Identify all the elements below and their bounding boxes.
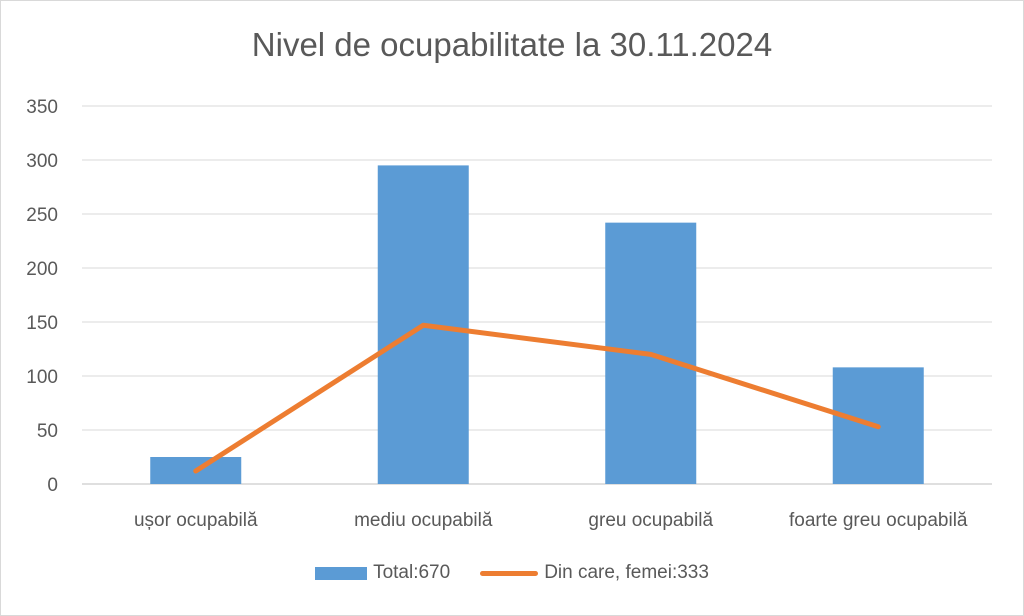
x-tick-label: ușor ocupabilă <box>134 510 258 531</box>
legend-label-total: Total:670 <box>373 562 451 583</box>
legend-swatch-line <box>480 570 539 576</box>
legend-item-women: Din care, femei:333 <box>480 562 709 584</box>
y-tick-label: 350 <box>26 97 58 118</box>
y-tick-label: 100 <box>26 367 58 388</box>
x-tick-label: foarte greu ocupabilă <box>789 510 968 531</box>
legend-item-total: Total:670 <box>315 562 450 584</box>
x-tick-label: greu ocupabilă <box>588 510 713 531</box>
chart-title: Nivel de ocupabilitate la 30.11.2024 <box>251 26 773 63</box>
line-series-women <box>193 322 881 474</box>
x-tick-label: mediu ocupabilă <box>354 510 493 531</box>
y-tick-label: 250 <box>26 205 58 226</box>
legend-label-women: Din care, femei:333 <box>544 562 709 583</box>
y-tick-label: 150 <box>26 313 58 334</box>
y-tick-label: 0 <box>47 475 58 496</box>
y-tick-label: 300 <box>26 151 58 172</box>
y-tick-label: 200 <box>26 259 58 280</box>
chart-legend: Total:670 Din care, femei:333 <box>0 562 1024 584</box>
y-tick-label: 50 <box>37 421 58 442</box>
legend-swatch-bar <box>315 566 368 580</box>
